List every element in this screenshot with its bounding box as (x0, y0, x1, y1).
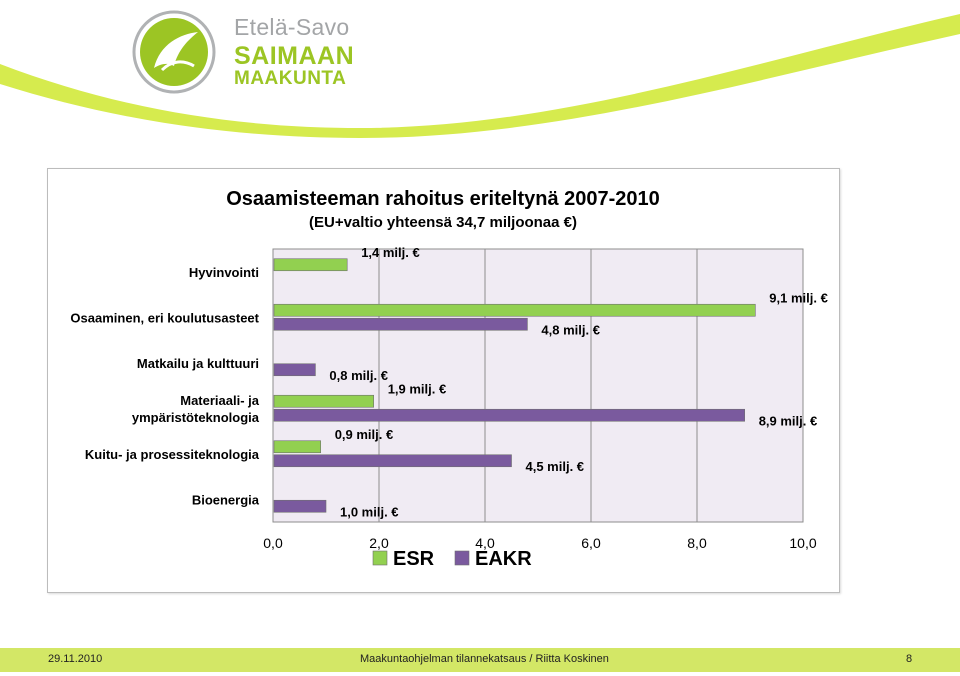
category-label: Hyvinvointi (189, 265, 259, 280)
legend-swatch-eakr (454, 550, 470, 566)
data-label: 8,9 milj. € (759, 413, 818, 428)
category-label: Materiaali- ja (180, 393, 260, 408)
brand-region-name: Etelä-Savo (234, 14, 350, 40)
bar-esr (273, 258, 348, 272)
funding-bar-chart: Osaamisteeman rahoitus eriteltynä 2007-2… (70, 188, 828, 570)
brand-saimaan: SAIMAAN (234, 42, 355, 70)
header-swoosh (0, 14, 960, 138)
x-tick-label: 2,0 (369, 535, 389, 551)
legend-swatch-esr (372, 550, 388, 566)
bar-esr (273, 303, 756, 317)
bar-eakr (273, 363, 316, 377)
data-label: 0,8 milj. € (329, 368, 388, 383)
bar-eakr (273, 454, 512, 468)
x-tick-label: 10,0 (789, 535, 816, 551)
x-tick-label: 4,0 (475, 535, 495, 551)
chart-frame: Osaamisteeman rahoitus eriteltynä 2007-2… (47, 168, 840, 593)
data-label: 1,9 milj. € (388, 381, 447, 396)
footer-presentation-title: Maakuntaohjelman tilannekatsaus / Riitta… (360, 653, 609, 665)
category-label: Osaaminen, eri koulutusasteet (70, 310, 259, 325)
bar-esr (273, 440, 322, 454)
bar-eakr (273, 499, 327, 513)
footer-page-number: 8 (906, 653, 913, 665)
category-label: ympäristöteknologia (132, 410, 260, 425)
data-label: 1,4 milj. € (361, 245, 420, 260)
legend-label: EAKR (475, 548, 532, 570)
x-tick-label: 6,0 (581, 535, 601, 551)
plot-area (272, 248, 804, 523)
chart-subtitle: (EU+valtio yhteensä 34,7 miljoonaa €) (309, 214, 577, 231)
legend-label: ESR (393, 548, 435, 570)
leaf-swirl-icon (132, 10, 216, 94)
category-label: Bioenergia (192, 492, 260, 507)
bar-esr (273, 394, 374, 408)
brand-maakunta: MAAKUNTA (234, 68, 347, 89)
data-label: 0,9 milj. € (335, 427, 394, 442)
data-label: 4,5 milj. € (526, 459, 585, 474)
data-label: 1,0 milj. € (340, 504, 399, 519)
bar-eakr (273, 317, 528, 331)
category-label: Kuitu- ja prosessiteknologia (85, 447, 260, 462)
data-label: 4,8 milj. € (541, 322, 600, 337)
data-label: 9,1 milj. € (769, 290, 828, 305)
footer-bar: 29.11.2010 Maakuntaohjelman tilannekatsa… (0, 648, 960, 672)
category-label: Matkailu ja kulttuuri (137, 356, 259, 371)
chart-title: Osaamisteeman rahoitus eriteltynä 2007-2… (226, 188, 660, 210)
x-tick-label: 0,0 (263, 535, 283, 551)
footer-date: 29.11.2010 (48, 653, 103, 665)
x-tick-label: 8,0 (687, 535, 707, 551)
bar-eakr (273, 408, 746, 422)
